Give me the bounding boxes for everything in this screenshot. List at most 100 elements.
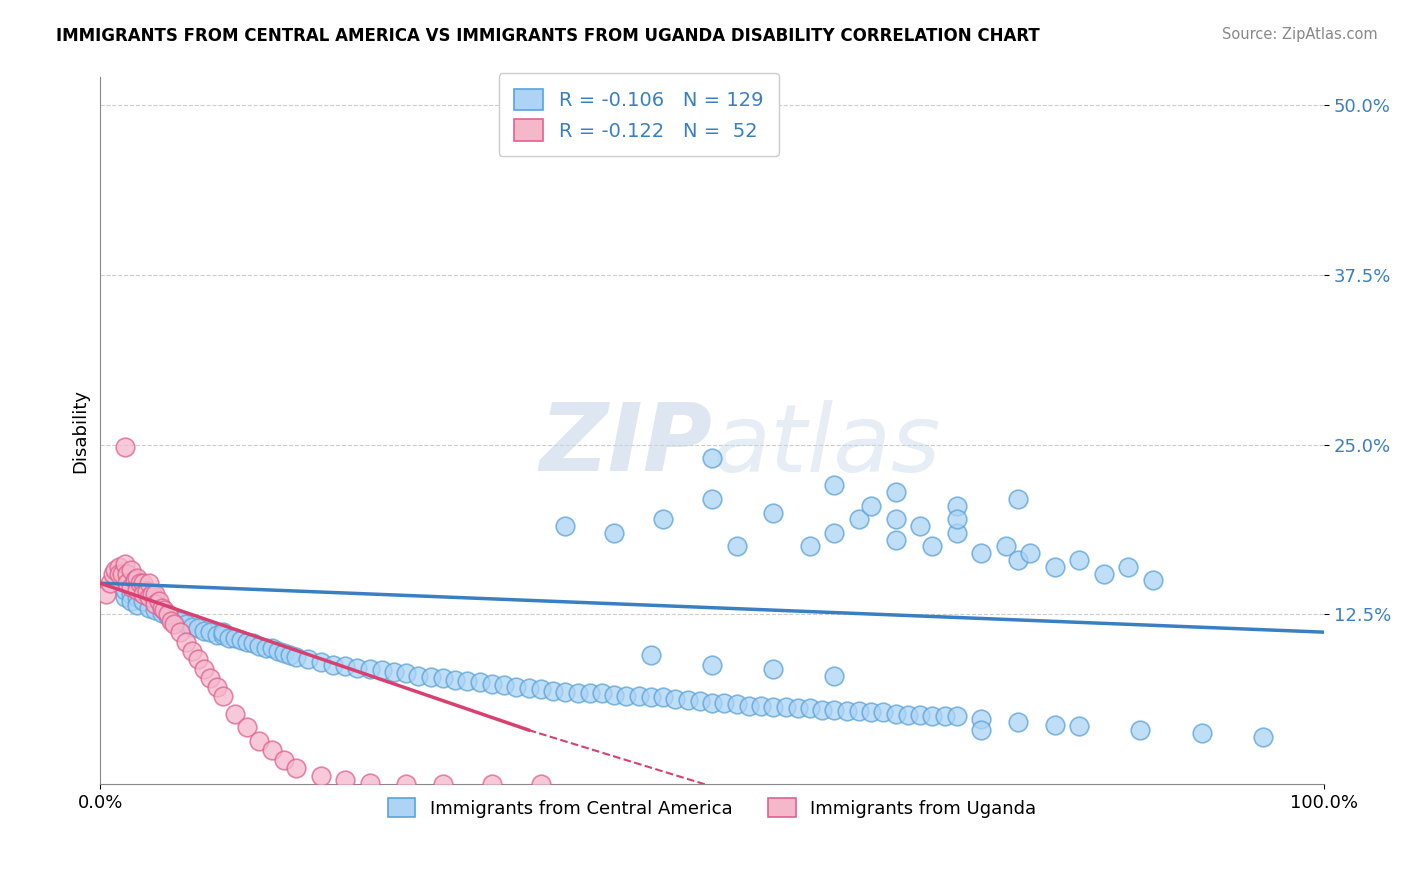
Point: [970, 712, 993, 726]
Point: [273, 646, 295, 660]
Point: [824, 478, 846, 492]
Point: [107, 566, 129, 581]
Point: [224, 631, 246, 645]
Point: [824, 668, 846, 682]
Point: [205, 680, 228, 694]
Point: [273, 753, 295, 767]
Point: [132, 594, 155, 608]
Point: [799, 701, 821, 715]
Point: [872, 706, 894, 720]
Point: [676, 693, 699, 707]
Point: [150, 606, 173, 620]
Point: [249, 734, 271, 748]
Point: [700, 491, 723, 506]
Point: [181, 620, 204, 634]
Point: [934, 709, 956, 723]
Point: [117, 566, 139, 581]
Point: [200, 672, 222, 686]
Text: Source: ZipAtlas.com: Source: ZipAtlas.com: [1222, 27, 1378, 42]
Point: [799, 540, 821, 554]
Point: [211, 628, 233, 642]
Point: [1007, 553, 1029, 567]
Point: [848, 704, 870, 718]
Point: [432, 777, 454, 791]
Text: IMMIGRANTS FROM CENTRAL AMERICA VS IMMIGRANTS FROM UGANDA DISABILITY CORRELATION: IMMIGRANTS FROM CENTRAL AMERICA VS IMMIG…: [56, 27, 1040, 45]
Point: [578, 686, 600, 700]
Point: [860, 706, 883, 720]
Point: [156, 608, 179, 623]
Point: [145, 597, 167, 611]
Point: [120, 580, 142, 594]
Point: [603, 525, 626, 540]
Point: [120, 563, 142, 577]
Point: [824, 525, 846, 540]
Point: [848, 512, 870, 526]
Point: [98, 576, 121, 591]
Point: [395, 777, 418, 791]
Point: [309, 769, 332, 783]
Point: [148, 594, 170, 608]
Point: [456, 674, 478, 689]
Point: [1007, 714, 1029, 729]
Point: [762, 700, 785, 714]
Point: [1116, 560, 1139, 574]
Point: [1007, 491, 1029, 506]
Point: [181, 644, 204, 658]
Point: [114, 590, 136, 604]
Point: [138, 600, 160, 615]
Point: [824, 703, 846, 717]
Point: [970, 546, 993, 560]
Point: [530, 682, 553, 697]
Point: [554, 519, 576, 533]
Point: [700, 696, 723, 710]
Point: [884, 706, 907, 721]
Point: [163, 617, 186, 632]
Point: [689, 694, 711, 708]
Point: [242, 636, 264, 650]
Point: [567, 686, 589, 700]
Point: [700, 451, 723, 466]
Point: [359, 776, 381, 790]
Point: [1142, 574, 1164, 588]
Point: [762, 506, 785, 520]
Point: [174, 634, 197, 648]
Y-axis label: Disability: Disability: [72, 389, 89, 473]
Point: [169, 614, 191, 628]
Point: [236, 634, 259, 648]
Point: [249, 639, 271, 653]
Point: [96, 587, 118, 601]
Point: [1092, 566, 1115, 581]
Point: [297, 652, 319, 666]
Point: [333, 773, 356, 788]
Point: [1129, 723, 1152, 737]
Point: [616, 689, 638, 703]
Point: [505, 680, 527, 694]
Point: [309, 655, 332, 669]
Point: [786, 701, 808, 715]
Point: [1069, 553, 1091, 567]
Point: [163, 611, 186, 625]
Point: [468, 675, 491, 690]
Point: [664, 691, 686, 706]
Point: [211, 625, 233, 640]
Point: [117, 576, 139, 591]
Point: [652, 690, 675, 705]
Point: [169, 625, 191, 640]
Point: [725, 540, 748, 554]
Point: [153, 603, 176, 617]
Point: [627, 689, 650, 703]
Point: [444, 673, 467, 687]
Point: [111, 566, 134, 581]
Point: [193, 662, 215, 676]
Point: [278, 648, 301, 663]
Text: atlas: atlas: [711, 400, 941, 491]
Point: [224, 706, 246, 721]
Point: [946, 512, 969, 526]
Point: [811, 703, 834, 717]
Point: [371, 663, 394, 677]
Point: [921, 709, 943, 723]
Point: [603, 688, 626, 702]
Point: [591, 686, 613, 700]
Point: [738, 698, 761, 713]
Point: [125, 598, 148, 612]
